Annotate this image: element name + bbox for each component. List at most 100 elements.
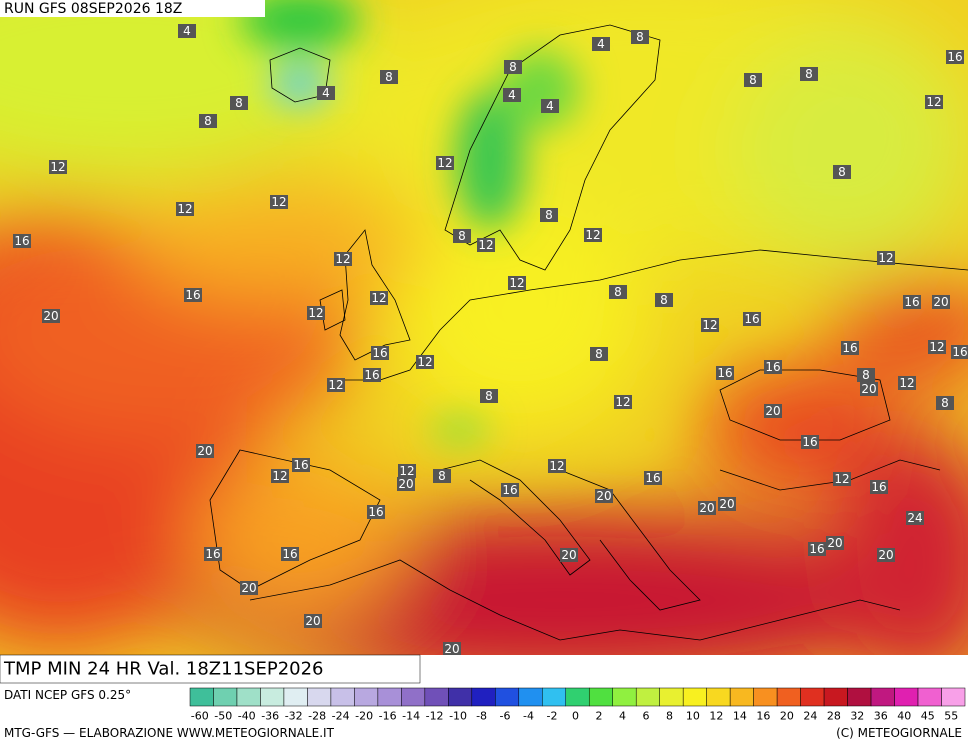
map-label-bg [398,464,416,478]
color-swatch [542,687,567,707]
map-label: 20 [764,404,782,418]
map-label-text: 16 [871,480,886,494]
run-box [0,0,265,17]
map-label-text: 12 [549,459,564,473]
scale-tick-label: -60 [191,710,209,723]
map-label-bg [548,459,566,473]
map-label-text: 16 [802,435,817,449]
scale-tick-label: -14 [402,710,420,723]
map-label-text: 8 [941,396,949,410]
map-label: 16 [870,480,888,494]
map-label-bg [906,511,924,525]
map-label: 16 [716,366,734,380]
map-label: 12 [701,318,719,332]
map-label: 8 [433,469,451,483]
map-label-bg [590,347,608,361]
map-label-text: 20 [933,295,948,309]
map-label-bg [292,458,310,472]
scale-tick-label: 45 [921,710,935,723]
scale-tick-label: -40 [238,710,256,723]
map-label-text: 16 [952,345,967,359]
map-label-text: 20 [561,548,576,562]
map-label-text: 16 [368,505,383,519]
map-label-text: 20 [43,309,58,323]
color-swatch [729,687,754,707]
map-label: 16 [903,295,921,309]
map-label-bg [540,208,558,222]
map-label: 4 [503,88,521,102]
map-label-text: 12 [399,464,414,478]
map-label-bg [49,160,67,174]
map-label-bg [477,238,495,252]
map-label-bg [270,195,288,209]
map-label-text: 16 [744,312,759,326]
map-label-bg [644,471,662,485]
color-swatch [260,687,285,707]
map-label: 8 [800,67,818,81]
map-label-bg [801,435,819,449]
scale-tick-label: 36 [874,710,888,723]
scale-tick-label: 8 [666,710,673,723]
scale-tick-label: 40 [897,710,911,723]
map-label-text: 4 [597,37,605,51]
map-label: 8 [230,96,248,110]
map-label-text: 12 [437,156,452,170]
map-label-text: 16 [765,360,780,374]
map-label-bg [833,472,851,486]
map-label-bg [281,547,299,561]
map-label-bg [176,202,194,216]
map-label-text: 20 [596,489,611,503]
map-label-text: 20 [827,536,842,550]
map-label-bg [877,548,895,562]
map-label: 20 [240,581,258,595]
map-label-bg [951,345,968,359]
map-label-text: 24 [907,511,922,525]
color-swatch [659,687,684,707]
map-label: 12 [416,355,434,369]
map-label: 8 [453,229,471,243]
coastlines [209,24,968,641]
color-swatch [330,687,355,707]
map-label: 12 [370,291,388,305]
color-swatch [354,687,379,707]
scale-tick-label: 32 [850,710,864,723]
map-label-bg [184,288,202,302]
map-label: 16 [501,483,519,497]
map-label-text: 12 [417,355,432,369]
scale-tick-label: -4 [523,710,534,723]
map-label-bg [317,86,335,100]
scale-tick-label: -16 [379,710,397,723]
map-label-text: 12 [335,252,350,266]
map-label-text: 12 [878,251,893,265]
map-label-bg [925,95,943,109]
color-swatch [941,687,966,707]
map-label: 20 [443,642,461,656]
map-label: 12 [614,395,632,409]
map-label-bg [204,547,222,561]
map-label-bg [595,489,613,503]
map-label: 16 [808,542,826,556]
map-label-text: 8 [235,96,243,110]
map-label: 20 [595,489,613,503]
map-label-bg [370,291,388,305]
map-label-text: 12 [899,376,914,390]
map-label-bg [701,318,719,332]
map-label-bg [480,389,498,403]
map-label-bg [655,293,673,307]
color-swatch [612,687,637,707]
map-label: 16 [644,471,662,485]
map-label-text: 4 [508,88,516,102]
map-label-text: 16 [645,471,660,485]
map-label-text: 12 [177,202,192,216]
map-label-text: 20 [765,404,780,418]
map-label: 8 [540,208,558,222]
map-label-text: 8 [749,73,757,87]
credit: MTG-GFS — ELABORAZIONE WWW.METEOGIORNALE… [4,726,335,740]
map-label-bg [436,156,454,170]
map-label-text: 20 [719,497,734,511]
map-label-text: 20 [444,642,459,656]
map-label-bg [932,295,950,309]
scale-tick-label: -2 [547,710,558,723]
